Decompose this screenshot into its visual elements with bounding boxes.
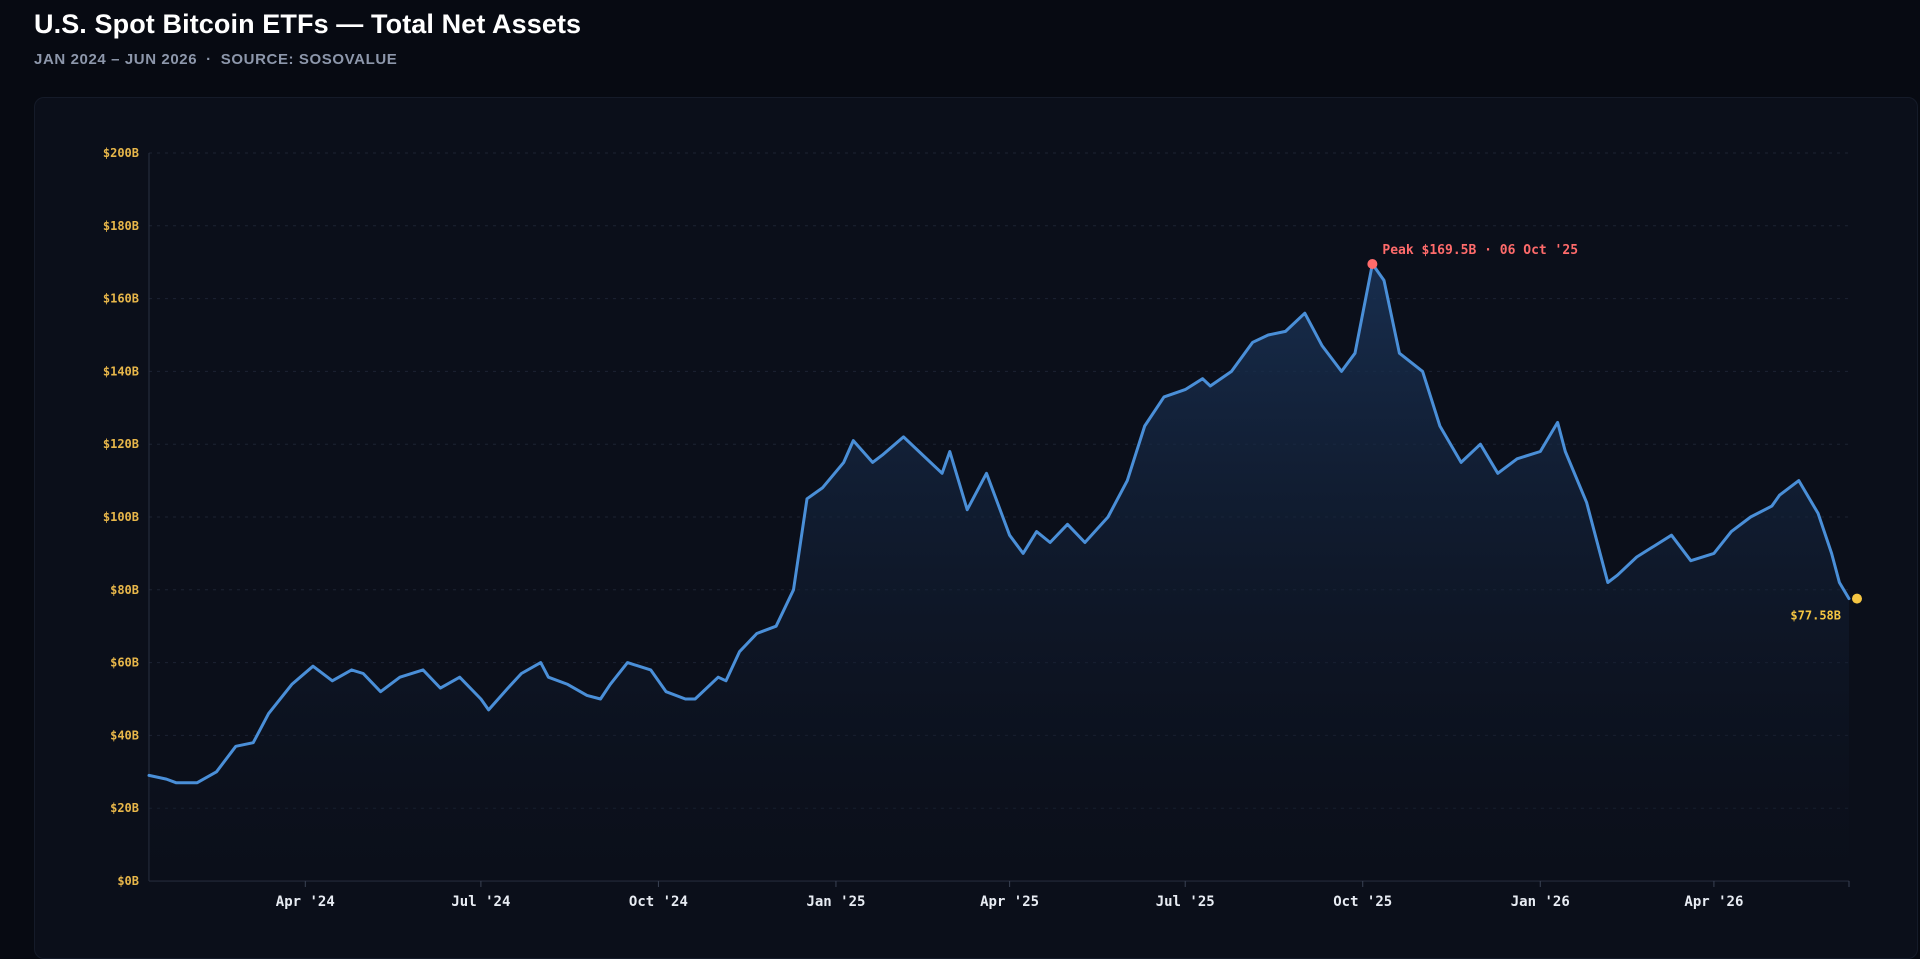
peak-marker [1367, 259, 1378, 270]
x-tick-label: Jul '25 [1156, 894, 1215, 910]
y-tick-label: $120B [103, 437, 139, 451]
x-axis-tick-labels: Apr '24 Jul '24 Oct '24 Jan '25 Apr '25 Jul '… [276, 881, 1850, 910]
y-tick-label: $40B [110, 728, 139, 742]
y-tick-label: $200B [103, 146, 139, 160]
x-tick-label: Oct '24 [629, 894, 688, 910]
x-tick-label: Apr '24 [276, 894, 335, 910]
y-axis-tick-labels: $0B $20B $40B $60B $80B $100B $120B $140B $160B $… [103, 146, 139, 888]
x-tick-label: Oct '25 [1333, 894, 1392, 910]
y-tick-label: $180B [103, 219, 139, 233]
page-title: U.S. Spot Bitcoin ETFs — Total Net Asset… [34, 9, 582, 39]
y-tick-label: $160B [103, 292, 139, 306]
last-value-label: $77.58B [1790, 609, 1841, 623]
y-tick-label: $20B [110, 801, 139, 815]
peak-label: Peak $169.5B · 06 Oct '25 [1382, 243, 1578, 258]
y-tick-label: $0B [117, 874, 139, 888]
annotations: Peak $169.5B · 06 Oct '25 $77.58B [1367, 243, 1862, 623]
x-tick-label: Apr '26 [1684, 894, 1743, 910]
subtitle-separator: · [206, 51, 212, 68]
net-assets-chart[interactable]: $0B $20B $40B $60B $80B $100B $120B $140B $160B $… [35, 98, 1885, 928]
chart-panel: $0B $20B $40B $60B $80B $100B $120B $140B $160B $… [34, 97, 1918, 959]
last-value-marker [1852, 593, 1862, 604]
x-tick-label: Jul '24 [451, 894, 510, 910]
net-assets-area [149, 264, 1849, 881]
y-tick-label: $80B [110, 583, 139, 597]
x-tick-label: Apr '25 [980, 894, 1039, 910]
x-tick-label: Jan '25 [806, 894, 865, 910]
chart-subtitle: JAN 2024 – JUN 2026 · SOURCE: SOSOVALUE [34, 51, 397, 68]
date-range-label: JAN 2024 – JUN 2026 [34, 51, 198, 68]
source-label: SOURCE: SOSOVALUE [220, 51, 398, 68]
y-tick-label: $140B [103, 364, 139, 378]
y-tick-label: $100B [103, 510, 139, 524]
net-assets-line[interactable] [147, 262, 1851, 785]
x-tick-label: Jan '26 [1511, 894, 1570, 910]
y-tick-label: $60B [110, 656, 139, 670]
